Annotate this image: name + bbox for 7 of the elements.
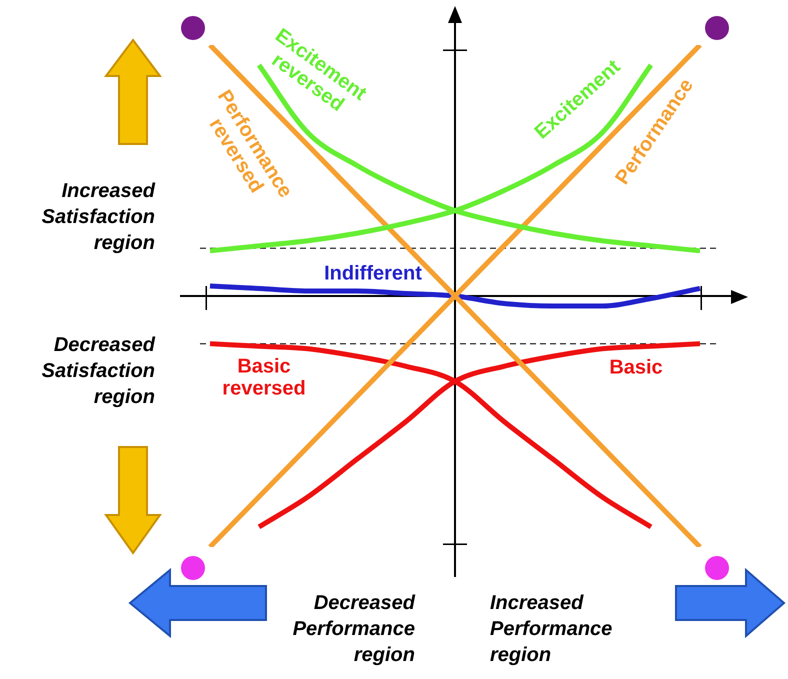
text: Increased Satisfaction region [40,179,155,256]
text: Increased Performance region [490,591,614,668]
text: Decreased Performance region [292,591,415,668]
series-label: Basic [609,356,663,379]
series-label: Indifferent [324,262,422,285]
series-label: Basic reversed [222,356,306,400]
text: Decreased Satisfaction region [40,333,155,410]
